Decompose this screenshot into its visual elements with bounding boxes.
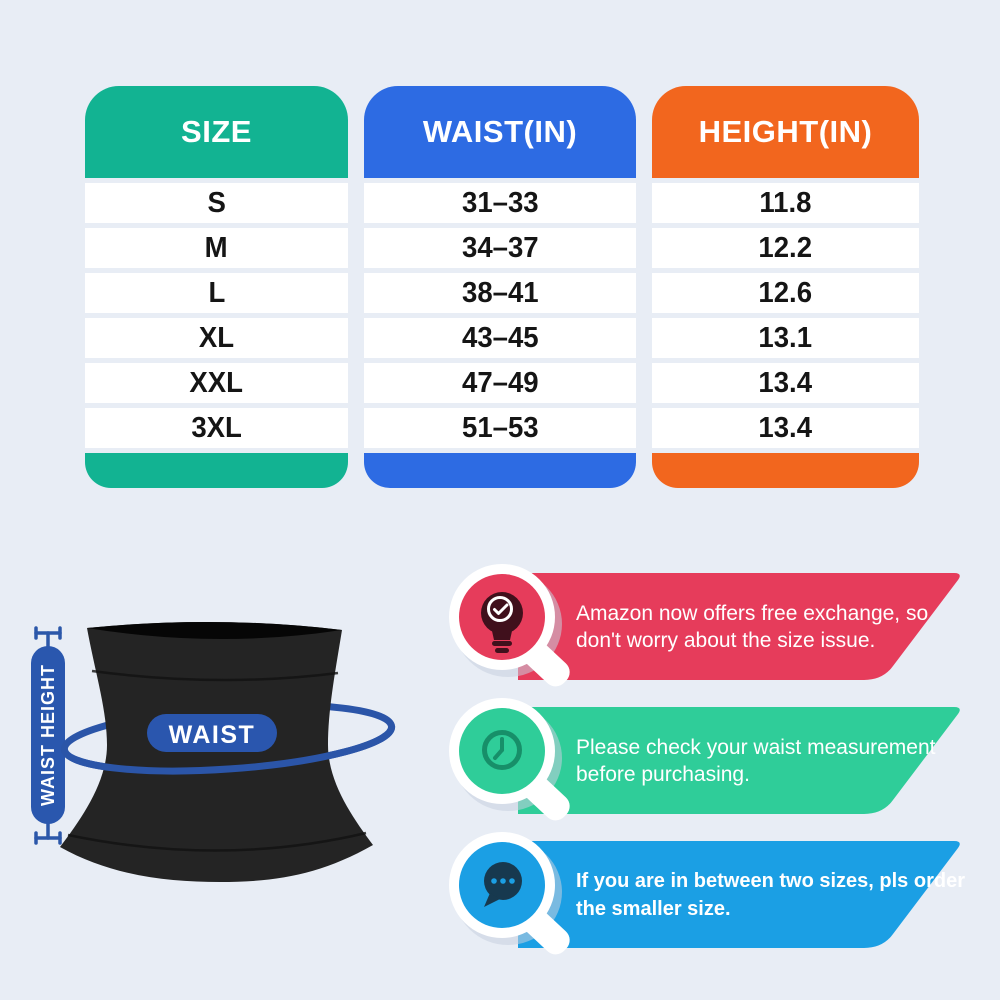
cell-value: 12.6 [758, 276, 813, 309]
lightbulb-check-icon [481, 592, 523, 653]
cell-value: 34–37 [461, 231, 539, 264]
column-header-size: SIZE [85, 86, 348, 178]
cell-value: 12.2 [758, 231, 813, 264]
waist-pill [147, 714, 277, 752]
callout-line: before purchasing. [576, 762, 750, 786]
cell-value: 38–41 [461, 276, 539, 309]
callout-line: Please check your waist measurement [576, 735, 936, 759]
callout-between-sizes: If you are in between two sizes, pls ord… [440, 831, 985, 966]
cell-value: XXL [189, 366, 244, 399]
cell-value: 3XL [191, 411, 242, 444]
cell-value: 51–53 [461, 411, 539, 444]
table-cell: 31–33 [364, 183, 636, 223]
callout-line: Amazon now offers free exchange, so [576, 601, 929, 625]
table-cell: 13.4 [652, 408, 919, 448]
callout-ribbon [518, 573, 960, 680]
table-cell: L [85, 273, 348, 313]
callout-free-exchange: Amazon now offers free exchange, so don'… [440, 563, 985, 698]
cell-value: L [208, 276, 225, 309]
callout-ribbon [518, 707, 960, 814]
table-cell: XL [85, 318, 348, 358]
cell-value: M [205, 231, 228, 264]
table-cell: 12.2 [652, 228, 919, 268]
table-footer-bar [652, 453, 919, 488]
table-cell: 43–45 [364, 318, 636, 358]
waist-height-label: WAIST HEIGHT [38, 664, 58, 806]
cell-value: 11.8 [759, 186, 812, 219]
column-header-waist: WAIST(IN) [364, 86, 636, 178]
table-cell: M [85, 228, 348, 268]
chat-dots-icon [484, 862, 522, 907]
table-cell: 12.6 [652, 273, 919, 313]
cell-value: S [207, 186, 226, 219]
table-cell: 51–53 [364, 408, 636, 448]
column-header-height: HEIGHT(IN) [652, 86, 919, 178]
callout-line: don't worry about the size issue. [576, 628, 876, 652]
table-cell: 11.8 [652, 183, 919, 223]
clock-icon [482, 730, 522, 770]
waist-label: WAIST [169, 721, 256, 749]
cell-value: 31–33 [461, 186, 539, 219]
callout-check-measurement: Please check your waist measurement befo… [440, 697, 985, 832]
table-cell: S [85, 183, 348, 223]
callout-text: If you are in between two sizes, pls ord… [576, 841, 971, 948]
table-cell: XXL [85, 363, 348, 403]
table-cell: 34–37 [364, 228, 636, 268]
waist-height-pill [31, 646, 65, 824]
cell-value: 47–49 [461, 366, 539, 399]
cell-value: 43–45 [461, 321, 539, 354]
table-cell: 38–41 [364, 273, 636, 313]
cell-value: 13.4 [758, 411, 813, 444]
size-chart-table: SIZE WAIST(IN) HEIGHT(IN) S 31–33 11.8 M… [85, 86, 919, 488]
table-cell: 13.4 [652, 363, 919, 403]
table-footer-bar [364, 453, 636, 488]
table-footer-bar [85, 453, 348, 488]
callout-ribbon [518, 841, 960, 948]
waist-ring-front [60, 726, 396, 775]
cell-value: XL [198, 321, 235, 354]
cell-value: 13.1 [758, 321, 813, 354]
table-cell: 3XL [85, 408, 348, 448]
table-cell: 47–49 [364, 363, 636, 403]
cell-value: 13.4 [758, 366, 813, 399]
callout-text: Please check your waist measurement befo… [576, 707, 971, 814]
callout-line: If you are in between two sizes, pls ord… [576, 869, 965, 892]
callout-text: Amazon now offers free exchange, so don'… [576, 573, 971, 680]
callout-line: the smaller size. [576, 897, 731, 920]
table-cell: 13.1 [652, 318, 919, 358]
waist-trainer-illustration: WAIST HEIGHT WAIST [31, 621, 396, 882]
